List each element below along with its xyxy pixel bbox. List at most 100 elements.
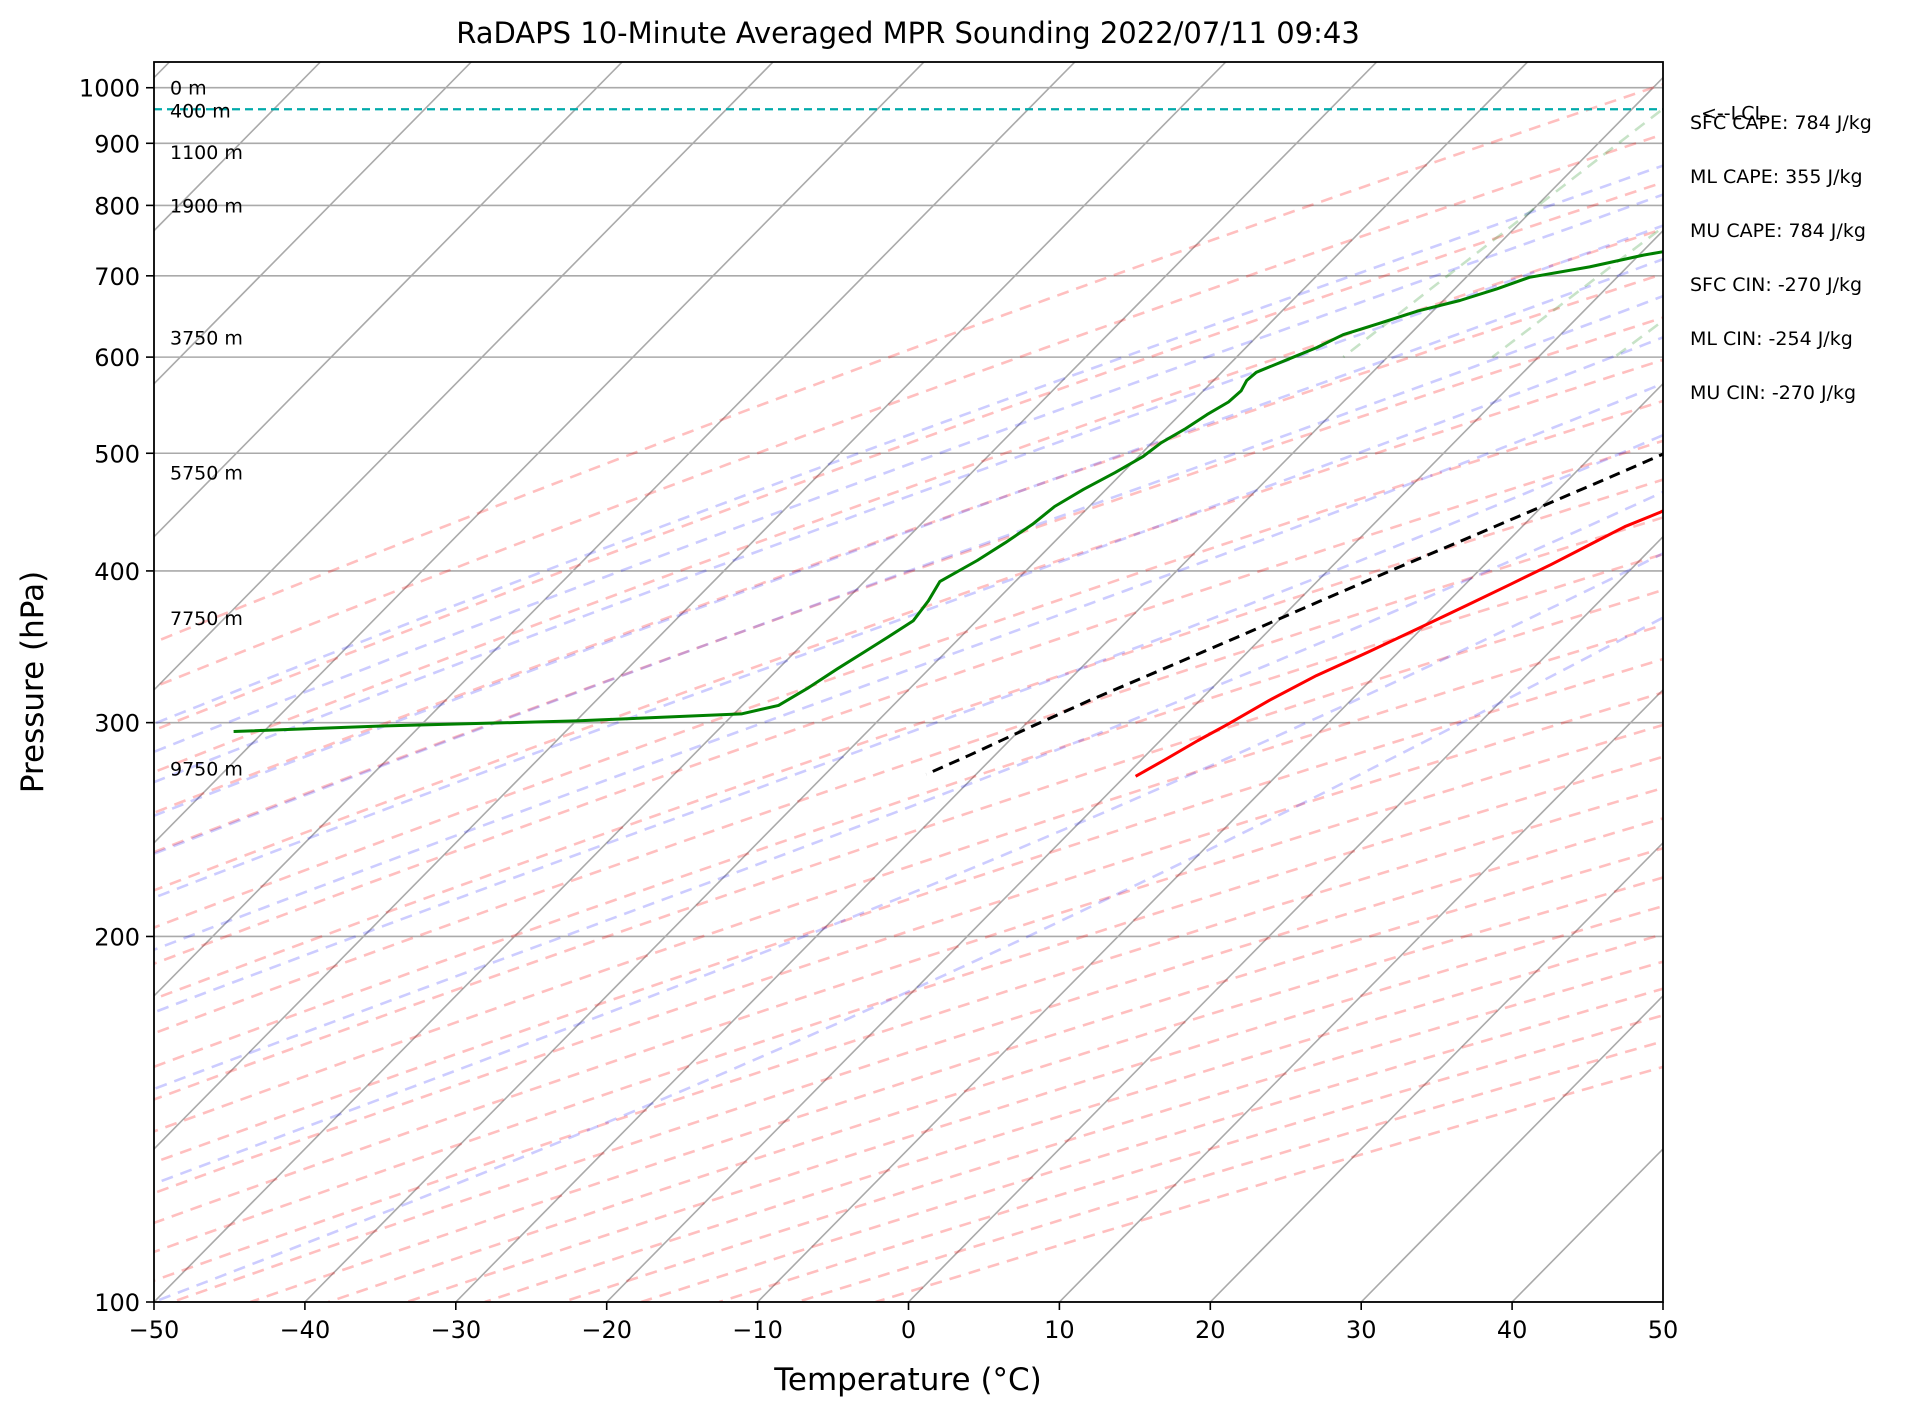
dry-adiabat-line	[154, 691, 1663, 1195]
y-tick-label: 400	[94, 558, 140, 586]
x-axis-ticks: −50 −40 −30 −20 −10 0 10 20 30 40 50	[129, 1302, 1679, 1344]
moist-adiabat-line	[154, 490, 1663, 1091]
dry-adiabat-line	[154, 623, 1663, 1133]
isotherm-line	[154, 62, 1076, 998]
x-tick-label: 10	[1044, 1316, 1075, 1344]
moist-adiabat-line	[154, 616, 1663, 1302]
stat-label: MU CAPE: 784 J/kg	[1690, 220, 1866, 242]
isotherm-line	[154, 62, 1227, 1151]
dry-adiabat-line	[718, 1013, 1663, 1302]
dry-adiabat-line	[154, 272, 1663, 815]
height-label: 5750 m	[170, 463, 243, 485]
moist-adiabat-line	[154, 552, 1663, 1186]
stat-label: ML CAPE: 355 J/kg	[1690, 166, 1863, 188]
data-series	[233, 250, 1663, 778]
isotherm-line	[1209, 841, 1663, 1302]
moist-adiabat-line	[154, 193, 1663, 754]
moist-adiabat-line	[154, 335, 1663, 900]
dry-adiabat-line	[154, 755, 1663, 1254]
dry-adiabat-line	[154, 227, 1663, 774]
height-label: 400 m	[170, 100, 231, 122]
x-tick-label: 40	[1497, 1316, 1528, 1344]
isotherm-line	[154, 62, 774, 691]
x-tick-label: −40	[280, 1316, 331, 1344]
y-tick-label: 200	[94, 923, 140, 951]
dry-adiabat-line	[154, 316, 1663, 854]
dry-adiabat-line	[154, 439, 1663, 966]
isotherm-line	[154, 62, 472, 385]
y-tick-label: 700	[94, 263, 140, 291]
plot-frame	[153, 61, 1664, 1303]
height-label: 1900 m	[170, 195, 243, 217]
height-label: 3750 m	[170, 327, 243, 349]
x-tick-label: 30	[1346, 1316, 1377, 1344]
x-tick-label: 0	[901, 1316, 916, 1344]
dry-adiabat-line	[154, 516, 1663, 1035]
x-tick-label: −10	[732, 1316, 783, 1344]
isotherm-line	[1511, 1147, 1663, 1302]
dry-adiabat-line	[406, 904, 1663, 1302]
y-tick-label: 100	[94, 1289, 140, 1317]
series-line-1	[233, 250, 1663, 733]
isotherm-line	[907, 535, 1663, 1302]
x-axis-label: Temperature (°C)	[773, 1362, 1042, 1398]
moist-adiabat-line	[154, 294, 1663, 856]
height-label: 1100 m	[170, 142, 243, 164]
height-label: 9750 m	[170, 759, 243, 781]
y-tick-label: 600	[94, 344, 140, 372]
stat-label: SFC CAPE: 784 J/kg	[1690, 112, 1872, 134]
dry-adiabat-line	[154, 399, 1663, 929]
lcl-label: <--LCL	[1701, 102, 1765, 124]
isotherm-line	[304, 62, 1529, 1302]
chart-title: RaDAPS 10-Minute Averaged MPR Sounding 2…	[456, 16, 1360, 50]
dry-adiabat-line	[154, 657, 1663, 1164]
mixing-ratio-line	[1887, 62, 1911, 357]
x-tick-label: −20	[581, 1316, 632, 1344]
y-axis-ticks: 100 200 300 400 500 600 700 800 900 1000	[79, 75, 154, 1317]
dry-adiabat-line	[154, 723, 1663, 1225]
dry-adiabat-line	[154, 786, 1663, 1282]
stats-panel: SFC CAPE: 784 J/kg ML CAPE: 355 J/kg MU CA…	[1690, 112, 1872, 404]
y-tick-label: 1000	[79, 75, 140, 103]
y-axis-label: Pressure (hPa)	[15, 571, 51, 793]
isotherm-line	[154, 62, 1378, 1302]
x-tick-label: 20	[1195, 1316, 1226, 1344]
y-tick-label: 500	[94, 440, 140, 468]
dry-adiabat-line	[328, 876, 1663, 1302]
height-label: 7750 m	[170, 608, 243, 630]
y-tick-label: 800	[94, 192, 140, 220]
stat-label: ML CIN: -254 J/kg	[1690, 328, 1853, 350]
dry-adiabat-line	[154, 181, 1663, 732]
stat-label: SFC CIN: -270 J/kg	[1690, 274, 1862, 296]
mixing-ratio-line	[1790, 62, 1911, 357]
dry-adiabat-line	[797, 1039, 1663, 1302]
isotherm-line	[1360, 994, 1663, 1302]
mixing-ratio-line	[1491, 225, 1663, 359]
isotherm-line	[1058, 688, 1663, 1302]
moist-adiabat-line	[154, 433, 1663, 1014]
x-tick-label: −50	[129, 1316, 180, 1344]
isotherm-line	[1662, 1300, 1663, 1302]
background-lines	[154, 62, 1911, 1302]
dry-adiabat-line	[484, 932, 1663, 1302]
dry-adiabat-line	[640, 987, 1663, 1302]
dry-adiabat-line	[154, 83, 1663, 644]
isotherm-line	[606, 229, 1663, 1302]
moist-adiabat-line	[154, 257, 1663, 818]
y-tick-label: 900	[94, 130, 140, 158]
mixing-ratio-line	[1342, 107, 1663, 359]
dry-adiabat-line	[154, 552, 1663, 1069]
dry-adiabat-line	[154, 478, 1663, 1001]
height-labels: 9750 m 7750 m 5750 m 3750 m 1900 m 1100 m 400 …	[170, 78, 1765, 781]
dry-adiabat-line	[154, 588, 1663, 1101]
x-tick-label: 50	[1648, 1316, 1679, 1344]
series-line-0	[1134, 509, 1663, 778]
isotherm-line	[154, 62, 925, 845]
y-tick-label: 300	[94, 710, 140, 738]
dry-adiabat-line	[154, 358, 1663, 892]
isotherm-line	[1814, 62, 1911, 1302]
isotherm-line	[455, 76, 1663, 1302]
moist-adiabat-line	[154, 224, 1663, 784]
moist-adiabat-line	[154, 164, 1663, 726]
